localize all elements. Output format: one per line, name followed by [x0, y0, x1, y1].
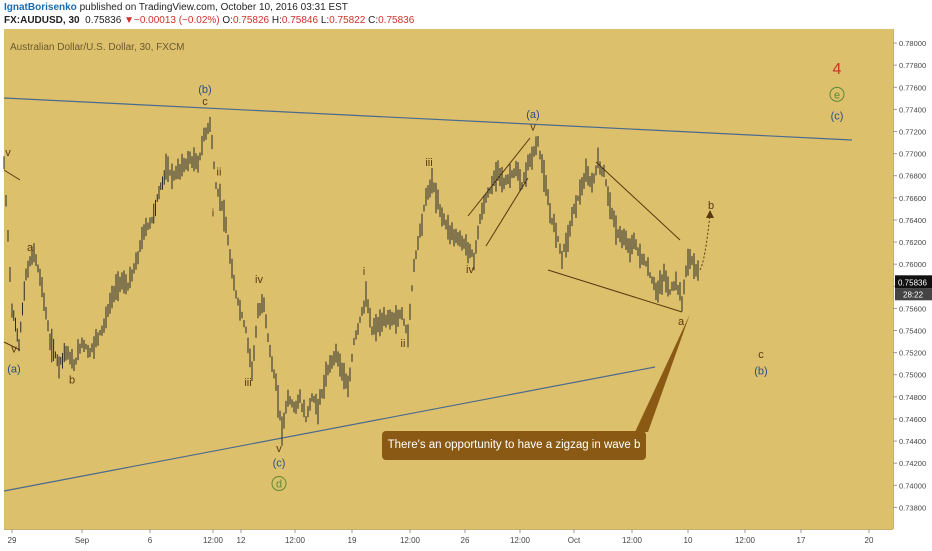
- low-label: L:: [320, 15, 330, 26]
- down-arrow-icon: ▼: [124, 15, 134, 26]
- symbol-label: FX:AUDUSD, 30: [4, 15, 80, 26]
- low-value: 0.75822: [329, 15, 366, 26]
- open-label: O:: [222, 15, 233, 26]
- close-value: 0.75836: [378, 15, 415, 26]
- high-label: H:: [271, 15, 282, 26]
- chart-header: IgnatBorisenko published on TradingView.…: [0, 0, 932, 28]
- close-label: C:: [368, 15, 379, 26]
- chart-title: Australian Dollar/U.S. Dollar, 30, FXCM: [10, 42, 185, 53]
- published-text: published on TradingView.com, October 10…: [76, 2, 348, 13]
- open-value: 0.75826: [232, 15, 270, 26]
- author-link[interactable]: IgnatBorisenko: [4, 2, 77, 13]
- price-change: −0.00013 (−0.02%): [133, 15, 220, 26]
- symbol-info: FX:AUDUSD, 30 0.75836 ▼−0.00013 (−0.02%)…: [4, 14, 414, 27]
- high-value: 0.75846: [281, 15, 319, 26]
- publish-info: IgnatBorisenko published on TradingView.…: [4, 1, 348, 14]
- last-price: 0.75836: [85, 15, 122, 26]
- time-axis[interactable]: [4, 529, 893, 551]
- callout-note: There's an opportunity to have a zigzag …: [382, 431, 646, 460]
- price-axis[interactable]: [893, 29, 932, 529]
